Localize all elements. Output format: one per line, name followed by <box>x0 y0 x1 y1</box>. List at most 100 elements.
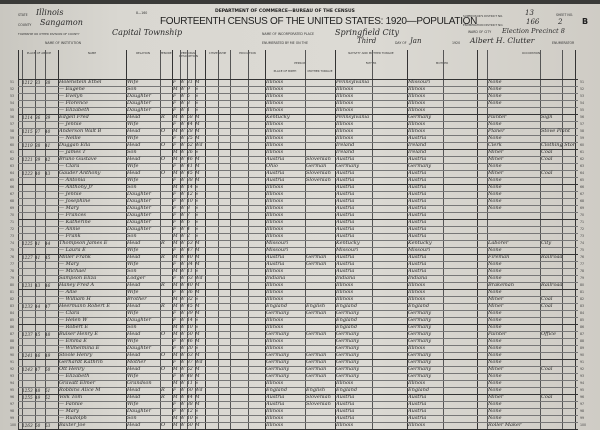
enumerator-label: Enumerator <box>552 41 575 45</box>
mother-birthplace: Austria <box>408 198 427 204</box>
age: 41 <box>187 164 193 169</box>
relation: Son <box>127 324 137 330</box>
marital-status: M <box>195 80 200 85</box>
line-number: 94 <box>580 381 585 385</box>
race: W <box>180 325 185 330</box>
relation: Daughter <box>127 198 151 204</box>
row-rule <box>18 296 578 297</box>
dwelling-number: 40 <box>35 171 41 176</box>
marital-status: M <box>195 374 200 379</box>
line-number: 71 <box>10 220 15 224</box>
relation: Head <box>127 303 141 309</box>
line-number: 59 <box>10 136 15 140</box>
age: 50 <box>187 423 193 428</box>
sex: M <box>173 381 178 386</box>
birthplace: Illinois <box>266 324 284 330</box>
row-rule <box>18 226 578 227</box>
mother-birthplace: England <box>408 303 430 309</box>
marital-status: S <box>195 227 199 232</box>
birthplace: Illinois <box>266 149 284 155</box>
sex: F <box>173 262 177 267</box>
relation: Head <box>127 352 141 358</box>
occupation: Brakeman <box>488 282 514 288</box>
birthplace: Illinois <box>266 289 284 295</box>
sex: F <box>173 192 177 197</box>
house-number: 1243 <box>22 367 33 372</box>
age: 7 <box>187 213 190 218</box>
occupation: None <box>488 247 502 253</box>
family-number: 38 <box>45 80 51 85</box>
relation: Son <box>127 86 137 92</box>
marital-status: S <box>195 101 199 106</box>
line-number: 69 <box>580 206 585 210</box>
industry: Stove Plant <box>541 128 570 134</box>
father-birthplace: Austria <box>336 219 355 225</box>
person-name: — William H <box>59 296 91 302</box>
birthplace: Illinois <box>266 100 284 106</box>
line-number: 57 <box>10 122 15 126</box>
marital-status: S <box>195 199 199 204</box>
occupation: None <box>488 373 502 379</box>
line-number: 67 <box>580 192 585 196</box>
col-personal: Personal description <box>179 52 198 58</box>
birthplace: Illinois <box>266 233 284 239</box>
person-name: — Eugene <box>59 86 85 92</box>
race: W <box>180 318 185 323</box>
mother-birthplace: Illinois <box>408 121 426 127</box>
place-label: Name of incorporated place <box>262 32 314 36</box>
occupation: None <box>488 268 502 274</box>
dwelling-number: 45 <box>35 332 41 337</box>
mother-tongue: German <box>306 352 327 358</box>
father-birthplace: Austria <box>336 401 355 407</box>
birthplace: Illinois <box>266 198 284 204</box>
institution-label: Name of institution <box>45 41 81 45</box>
row-rule <box>18 163 578 164</box>
person-name: Heermann Robert E <box>59 303 110 309</box>
race: W <box>180 255 185 260</box>
mother-birthplace: Austria <box>408 212 427 218</box>
line-number: 94 <box>10 381 15 385</box>
race: W <box>180 192 185 197</box>
age: 60 <box>187 388 193 393</box>
row-rule <box>18 121 578 122</box>
line-number: 55 <box>580 108 585 112</box>
relation: Head <box>127 114 141 120</box>
line-number: 51 <box>10 80 15 84</box>
father-birthplace: Illinois <box>336 422 354 428</box>
marital-status: S <box>195 381 199 386</box>
line-number: 56 <box>10 115 15 119</box>
age: 28 <box>187 129 193 134</box>
race: W <box>180 339 185 344</box>
relation: Wife <box>127 310 139 316</box>
occupation: Miner <box>488 149 504 155</box>
marital-status: M <box>195 290 200 295</box>
row-rule <box>18 156 578 157</box>
family-number: 46 <box>45 283 51 288</box>
row-rule <box>18 233 578 234</box>
father-birthplace: Illinois <box>336 380 354 386</box>
age: 50 <box>187 332 193 337</box>
line-number: 77 <box>580 262 585 266</box>
father-birthplace: Austria <box>336 254 355 260</box>
line-number: 95 <box>10 388 15 392</box>
dwelling-number: 36 <box>35 115 41 120</box>
line-number: 91 <box>580 360 585 364</box>
house-number: 1219 <box>22 143 33 148</box>
day-of-label: day of <box>395 41 407 45</box>
age: 58 <box>187 115 193 120</box>
sex: F <box>173 101 177 106</box>
row-rule <box>18 79 578 80</box>
father-birthplace: Illinois <box>336 282 354 288</box>
col-mother: Mother <box>435 62 449 65</box>
person-name: — Clara <box>59 163 80 169</box>
line-number: 60 <box>580 143 585 147</box>
race: W <box>180 115 185 120</box>
person-name: Miller Frank <box>59 254 91 260</box>
occupation: Miner <box>488 366 504 372</box>
age: 11 <box>187 381 193 386</box>
marital-status: M <box>195 262 200 267</box>
relation: Head <box>127 170 141 176</box>
father-birthplace: Illinois <box>336 100 354 106</box>
person-name: Bruno Gustave <box>59 156 97 162</box>
